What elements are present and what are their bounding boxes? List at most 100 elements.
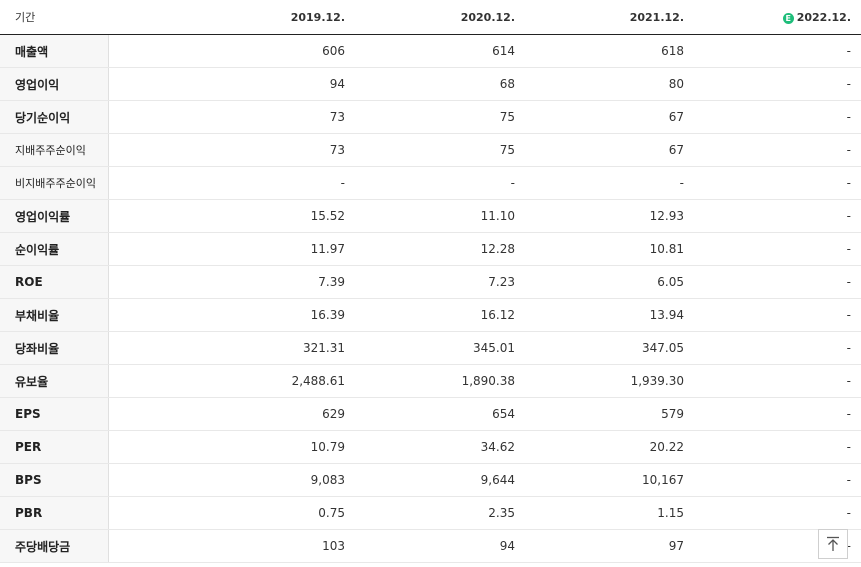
row-label: 유보율 <box>0 364 109 398</box>
table-row: 당좌비율 321.31 345.01 347.05- <box>0 331 861 365</box>
table-cell: 10,167 <box>525 463 694 497</box>
row-label: 부채비율 <box>0 298 109 332</box>
table-cell: 11.10 <box>355 199 525 233</box>
table-cell: 1,939.30 <box>525 364 694 398</box>
table-cell: 2.35 <box>355 496 525 530</box>
table-row: 부채비율 16.39 16.12 13.94- <box>0 298 861 332</box>
table-cell: 67 <box>525 133 694 167</box>
row-label: 매출액 <box>0 34 109 68</box>
table-cell: - <box>694 430 861 464</box>
table-cell: 2,488.61 <box>108 364 355 398</box>
table-cell: 16.12 <box>355 298 525 332</box>
table-cell: 618 <box>525 34 694 68</box>
table-row: 유보율 2,488.61 1,890.38 1,939.30- <box>0 364 861 398</box>
col-header-2020: 2020.12. <box>355 0 525 35</box>
table-cell: - <box>694 364 861 398</box>
table-cell: 67 <box>525 100 694 134</box>
table-cell: 6.05 <box>525 265 694 299</box>
table-cell: 12.28 <box>355 232 525 266</box>
table-cell: 75 <box>355 133 525 167</box>
table-cell: 7.23 <box>355 265 525 299</box>
table-cell: 11.97 <box>108 232 355 266</box>
table-cell: 10.81 <box>525 232 694 266</box>
table-row: 당기순이익 73 75 67- <box>0 100 861 134</box>
col-header-2022-label: 2022.12. <box>796 10 851 24</box>
row-label: 당좌비율 <box>0 331 109 365</box>
row-label: 순이익률 <box>0 232 109 266</box>
row-label: 주당배당금 <box>0 529 109 563</box>
table-cell: - <box>694 298 861 332</box>
table-cell: 73 <box>108 133 355 167</box>
col-header-2019: 2019.12. <box>108 0 355 35</box>
table-row: 순이익률 11.97 12.28 10.81- <box>0 232 861 266</box>
table-cell: - <box>694 232 861 266</box>
table-cell: 347.05 <box>525 331 694 365</box>
table-cell: 13.94 <box>525 298 694 332</box>
table-cell: 75 <box>355 100 525 134</box>
table-cell: 34.62 <box>355 430 525 464</box>
row-label: 당기순이익 <box>0 100 109 134</box>
table-cell: - <box>694 265 861 299</box>
table-cell: 1.15 <box>525 496 694 530</box>
table-cell: 12.93 <box>525 199 694 233</box>
scroll-top-button[interactable] <box>818 529 848 559</box>
table-cell: - <box>694 199 861 233</box>
table-row: 지배주주순이익 73 75 67- <box>0 133 861 167</box>
table-cell: 579 <box>525 397 694 431</box>
table-row: BPS 9,083 9,644 10,167- <box>0 463 861 497</box>
row-label: 영업이익 <box>0 67 109 101</box>
table-cell: 94 <box>355 529 525 563</box>
table-cell: - <box>694 133 861 167</box>
table-row: EPS 629 654 579- <box>0 397 861 431</box>
table-row: ROE 7.39 7.23 6.05- <box>0 265 861 299</box>
table-cell: - <box>694 463 861 497</box>
row-label: BPS <box>0 463 109 497</box>
table-row: 영업이익 94 68 80- <box>0 67 861 101</box>
table-cell: - <box>694 166 861 200</box>
table-cell: 103 <box>108 529 355 563</box>
table-cell: - <box>694 67 861 101</box>
table-cell: 345.01 <box>355 331 525 365</box>
table-cell: 10.79 <box>108 430 355 464</box>
arrow-up-to-top-icon <box>827 536 839 551</box>
table-cell: - <box>694 331 861 365</box>
col-header-2021: 2021.12. <box>525 0 694 35</box>
table-row: 영업이익률 15.52 11.10 12.93- <box>0 199 861 233</box>
table-row: PER 10.79 34.62 20.22- <box>0 430 861 464</box>
table-cell: - <box>108 166 355 200</box>
table-cell: - <box>355 166 525 200</box>
header-row: 기간 2019.12. 2020.12. 2021.12. E 2022.12. <box>0 0 861 35</box>
table-cell: 16.39 <box>108 298 355 332</box>
table-cell: 614 <box>355 34 525 68</box>
table-cell: 73 <box>108 100 355 134</box>
table-cell: 606 <box>108 34 355 68</box>
table-cell: 80 <box>525 67 694 101</box>
row-label: 비지배주주순이익 <box>0 166 109 200</box>
row-label: 영업이익률 <box>0 199 109 233</box>
estimate-badge-icon: E <box>782 12 794 24</box>
row-label: PER <box>0 430 109 464</box>
table-cell: 94 <box>108 67 355 101</box>
table-cell: - <box>694 397 861 431</box>
table-cell: 15.52 <box>108 199 355 233</box>
table-cell: 654 <box>355 397 525 431</box>
row-label: PBR <box>0 496 109 530</box>
period-header: 기간 <box>0 0 108 35</box>
table-cell: - <box>694 496 861 530</box>
table-cell: 9,644 <box>355 463 525 497</box>
table-row: 매출액 606 614 618- <box>0 34 861 68</box>
table-cell: 68 <box>355 67 525 101</box>
table-cell: 0.75 <box>108 496 355 530</box>
table-row: 주당배당금 103 94 97- <box>0 529 861 563</box>
table-cell: 7.39 <box>108 265 355 299</box>
row-label: ROE <box>0 265 109 299</box>
table-row: PBR 0.75 2.35 1.15- <box>0 496 861 530</box>
table-cell: 97 <box>525 529 694 563</box>
table-cell: 20.22 <box>525 430 694 464</box>
table-cell: - <box>694 34 861 68</box>
table-row: 비지배주주순이익 - - - - <box>0 166 861 200</box>
row-label: EPS <box>0 397 109 431</box>
table-cell: 629 <box>108 397 355 431</box>
